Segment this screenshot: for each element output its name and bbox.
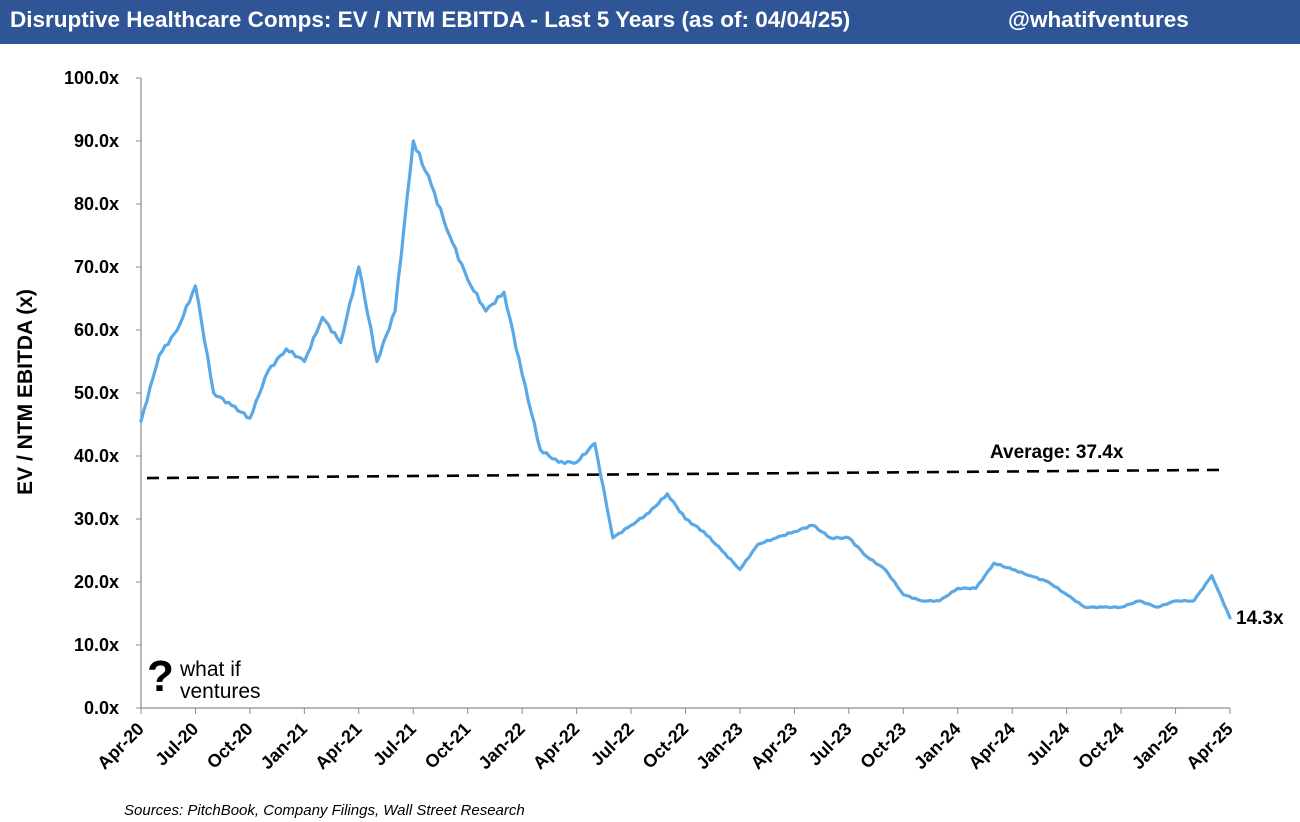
y-tick-label: 0.0x	[84, 698, 119, 718]
y-tick-label: 100.0x	[64, 68, 119, 88]
x-tick-label: Jan-22	[474, 719, 528, 773]
twitter-handle: @whatifventures	[1008, 7, 1189, 32]
x-tick-label: Oct-20	[203, 719, 257, 773]
logo-text-line2: ventures	[180, 680, 261, 703]
chart-title: Disruptive Healthcare Comps: EV / NTM EB…	[10, 7, 851, 32]
y-tick-label: 80.0x	[74, 194, 119, 214]
average-annotation: Average: 37.4x	[990, 442, 1124, 463]
average-dashed-line	[146, 468, 1225, 480]
y-tick-label: 90.0x	[74, 131, 119, 151]
x-tick-label: Jul-23	[805, 719, 856, 770]
y-axis-ticks: 0.0x 10.0x 20.0x 30.0x 40.0x 50.0x 60.0x 70.0x 8…	[64, 68, 141, 718]
last-value-annotation: 14.3x	[1236, 608, 1284, 629]
y-tick-label: 60.0x	[74, 320, 119, 340]
logo-text-line1: what if	[180, 658, 241, 681]
x-axis-ticks: Apr-20 Jul-20 Oct-20 Jan-21 Apr-21 Jul-21 Oct-…	[93, 708, 1237, 773]
x-tick-label: Oct-23	[856, 719, 910, 773]
ev-ebitda-line	[139, 139, 1232, 620]
x-tick-label: Jul-20	[151, 719, 202, 770]
y-tick-label: 10.0x	[74, 635, 119, 655]
x-tick-label: Apr-23	[747, 719, 801, 773]
series-layer	[139, 139, 1232, 620]
y-tick-label: 40.0x	[74, 446, 119, 466]
x-tick-label: Jul-22	[587, 719, 638, 770]
chart-axes	[140, 78, 1230, 709]
x-tick-label: Jul-21	[369, 719, 420, 770]
y-tick-label: 50.0x	[74, 383, 119, 403]
x-tick-label: Jan-25	[1128, 719, 1182, 773]
y-tick-label: 20.0x	[74, 572, 119, 592]
x-tick-label: Oct-21	[421, 719, 475, 773]
y-tick-label: 30.0x	[74, 509, 119, 529]
sources-note: Sources: PitchBook, Company Filings, Wal…	[124, 802, 525, 819]
x-tick-label: Jul-24	[1023, 719, 1074, 770]
x-tick-label: Jan-21	[257, 719, 311, 773]
x-tick-label: Apr-21	[311, 719, 365, 773]
x-tick-label: Apr-20	[93, 719, 147, 773]
x-tick-label: Jan-23	[692, 719, 746, 773]
chart-header: Disruptive Healthcare Comps: EV / NTM EB…	[0, 0, 1300, 44]
x-tick-label: Oct-24	[1074, 719, 1128, 773]
x-tick-label: Apr-22	[529, 719, 583, 773]
y-axis-label: EV / NTM EBITDA (x)	[14, 289, 37, 495]
y-tick-label: 70.0x	[74, 257, 119, 277]
x-tick-label: Oct-22	[639, 719, 693, 773]
x-tick-label: Apr-24	[965, 719, 1019, 773]
x-tick-label: Apr-25	[1182, 719, 1236, 773]
question-mark-icon: ?	[147, 652, 174, 701]
x-tick-label: Jan-24	[910, 719, 964, 773]
